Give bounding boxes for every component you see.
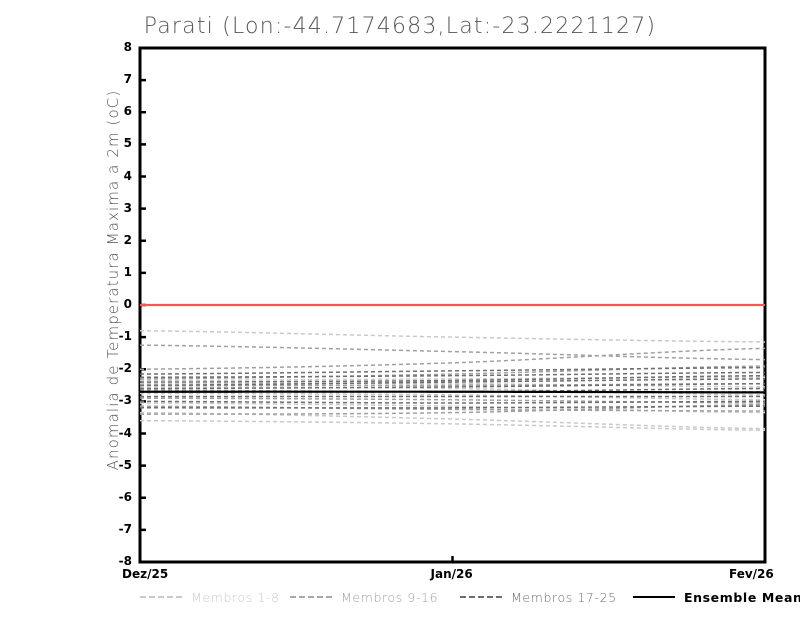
member-line — [140, 378, 765, 387]
legend-label-membros-17-25: Membros 17-25 — [511, 589, 617, 605]
member-line — [140, 366, 765, 375]
member-line — [140, 387, 765, 393]
y-tick-label: -8 — [118, 554, 132, 568]
member-line — [140, 371, 765, 379]
member-line — [140, 405, 765, 409]
y-tick-label: 0 — [123, 297, 132, 311]
y-tick-label: -2 — [118, 361, 132, 376]
member-line — [140, 374, 765, 383]
legend-swatch-ensemble-mean — [633, 596, 675, 598]
member-line — [140, 419, 765, 432]
y-tick-label: 6 — [123, 104, 132, 119]
member-line — [140, 347, 765, 370]
legend-item-membros-1-8: Membros 1-8 — [140, 586, 280, 608]
member-line — [140, 329, 765, 343]
series-group — [140, 303, 765, 432]
member-line — [140, 392, 765, 401]
y-tick-label: 1 — [123, 264, 132, 279]
y-tick-label: -7 — [118, 521, 132, 536]
member-line — [140, 400, 765, 404]
x-tick-label: Jan/26 — [430, 567, 473, 581]
y-tick-label: -6 — [118, 489, 132, 504]
ensemble-mean-line — [140, 390, 765, 394]
y-tick-label: 3 — [123, 200, 132, 215]
y-tick-label: 8 — [123, 40, 132, 54]
page-title: Parati (Lon:-44.7174683,Lat:-23.2221127) — [143, 14, 657, 39]
y-tick-label: -5 — [118, 457, 132, 472]
legend-item-membros-17-25: Membros 17-25 — [460, 586, 617, 608]
legend-swatch-membros-1-8 — [140, 596, 182, 598]
y-tick-label: -1 — [118, 329, 132, 344]
y-tick-label: -4 — [118, 425, 132, 440]
member-line — [140, 382, 765, 390]
x-tick-label: Fev/26 — [729, 567, 774, 581]
member-line — [140, 344, 765, 361]
y-tick-label: -3 — [118, 393, 132, 408]
legend-item-ensemble-mean: Ensemble Mean — [633, 586, 800, 608]
x-tick-label: Dez/25 — [122, 567, 169, 581]
y-tick-label: 2 — [123, 232, 132, 247]
legend-label-membros-1-8: Membros 1-8 — [191, 589, 280, 605]
legend-label-ensemble-mean: Ensemble Mean — [684, 589, 800, 605]
member-line — [140, 411, 765, 430]
y-tick-label: 4 — [123, 168, 132, 183]
chart-legend: Membros 1-8 Membros 9-16 Membros 17-25 E… — [140, 586, 800, 608]
legend-item-membros-9-16: Membros 9-16 — [290, 586, 438, 608]
y-tick-label: 5 — [123, 136, 132, 151]
member-line — [140, 382, 765, 388]
legend-label-membros-9-16: Membros 9-16 — [341, 589, 439, 605]
legend-swatch-membros-17-25 — [460, 596, 502, 598]
y-tick-label: 7 — [123, 72, 132, 87]
legend-swatch-membros-9-16 — [290, 596, 332, 598]
member-line — [140, 405, 765, 412]
